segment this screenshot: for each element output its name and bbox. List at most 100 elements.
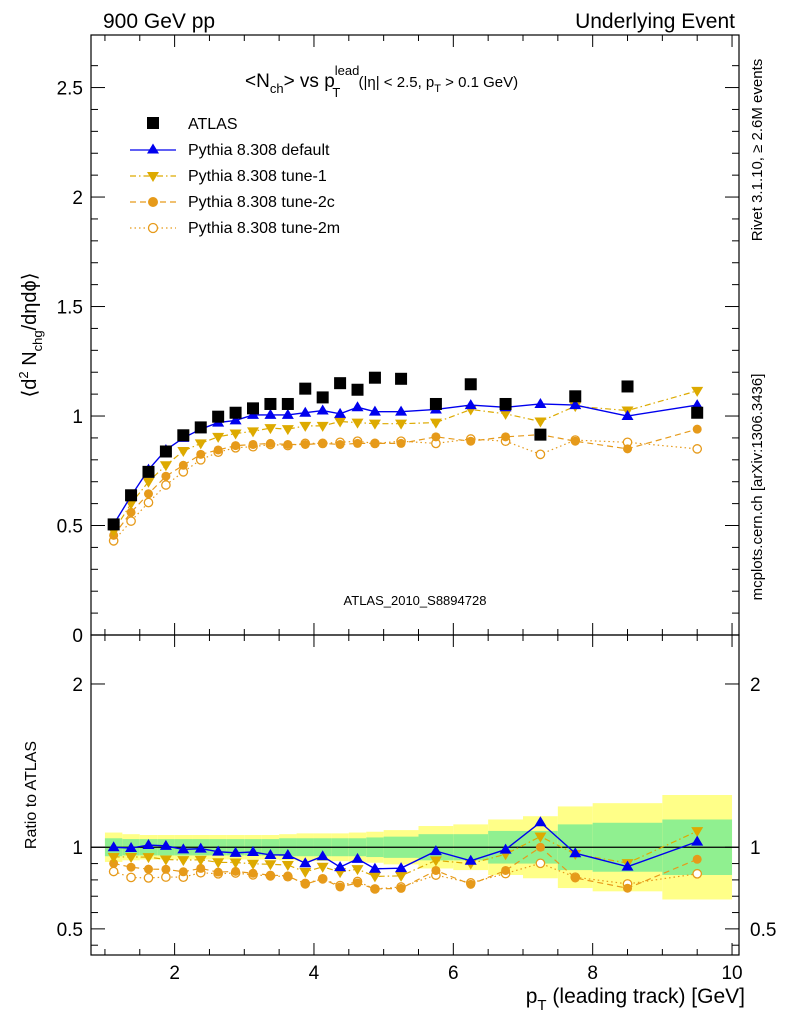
point-pythia-8-308-tune-2c [196,449,206,459]
ratio-point-pythia-8-308-tune-2c [501,865,511,875]
point-pythia-8-308-tune-2m [161,480,171,490]
ratio-point-pythia-8-308-default [177,843,190,854]
point-pythia-8-308-tune-2c [126,507,136,517]
point-pythia-8-308-tune-1 [229,429,242,440]
point-atlas [247,402,259,415]
point-pythia-8-308-tune-1 [499,409,512,420]
main-y-tick-label: 0.5 [57,517,83,538]
ratio-point-pythia-8-308-tune-1 [177,856,190,867]
point-pythia-8-308-tune-2c [231,441,241,451]
point-atlas [212,410,225,423]
x-tick-label: 6 [448,963,459,984]
ratio-y-tick-label: 2 [72,675,83,696]
tick-labels: 2 4 6 8 10 0 0.5 1 1.5 2 2.5 0.5 0.5 1 1 2 2 [57,79,777,984]
point-pythia-8-308-tune-2c [335,439,345,449]
ratio-point-pythia-8-308-default [534,816,547,827]
point-pythia-8-308-tune-2c [300,439,310,449]
ratio-point-pythia-8-308-tune-1 [429,856,442,867]
ratio-point-pythia-8-308-tune-2c [161,864,171,874]
legend-marker-atlas [147,117,159,129]
legend-label-default: Pythia 8.308 default [188,142,330,159]
ratio-point-pythia-8-308-tune-1 [281,861,294,872]
ratio-point-pythia-8-308-default [142,839,155,850]
point-pythia-8-308-tune-2m [535,449,546,460]
ratio-y-axis-label: Ratio to ATLAS [23,741,40,849]
point-pythia-8-308-default [334,407,347,418]
ratio-point-pythia-8-308-default [194,842,207,853]
point-pythia-8-308-tune-1 [212,432,225,443]
ratio-point-pythia-8-308-tune-2c [109,858,119,868]
legend-label-tune-2m: Pythia 8.308 tune-2m [188,220,340,237]
point-atlas [499,397,512,410]
point-atlas [281,397,294,410]
point-pythia-8-308-default [229,414,242,425]
ratio-point-pythia-8-308-default [247,845,259,856]
point-pythia-8-308-tune-1 [142,477,155,488]
ratio-point-pythia-8-308-default [368,862,381,873]
main-y-tick-label: 2.5 [57,79,83,100]
point-pythia-8-308-tune-2c [213,445,223,455]
ratio-panel-frame [90,634,740,956]
x-tick-label: 8 [587,963,598,984]
legend-label-tune-1: Pythia 8.308 tune-1 [188,168,327,185]
point-pythia-8-308-tune-2c [370,438,380,448]
main-y-tick-label: 0 [72,626,83,647]
point-pythia-8-308-tune-2c [501,432,511,442]
point-pythia-8-308-tune-1 [247,427,259,438]
series-line-pythia-8-308-tune-2c [113,428,698,536]
ratio-point-pythia-8-308-default [229,846,242,857]
ratio-point-pythia-8-308-tune-2c [431,865,441,875]
point-atlas [429,397,442,410]
x-tick-label: 4 [309,963,320,984]
point-pythia-8-308-tune-2m [143,497,154,508]
ratio-point-pythia-8-308-tune-2m [535,858,546,869]
legend-label-atlas: ATLAS [188,116,238,133]
point-pythia-8-308-tune-2c [178,460,188,470]
point-pythia-8-308-tune-2c [466,436,476,446]
ratio-point-pythia-8-308-tune-2c [396,883,406,893]
ratio-point-pythia-8-308-tune-2c [692,854,702,864]
ratio-point-pythia-8-308-tune-2m [108,866,119,877]
main-y-tick-label: 2 [72,188,83,209]
ratio-point-pythia-8-308-default [395,862,408,873]
point-atlas [125,489,138,502]
x-tick-label: 10 [721,963,742,984]
ratio-point-pythia-8-308-tune-2c [196,863,206,873]
header-left: 900 GeV pp [103,10,215,33]
point-pythia-8-308-tune-2c [143,489,153,499]
ratio-point-pythia-8-308-default [569,847,582,858]
ratio-point-pythia-8-308-tune-1 [316,862,329,873]
point-pythia-8-308-tune-1 [316,421,329,432]
point-pythia-8-308-tune-1 [299,421,312,432]
mcplots-credit-label: mcplots.cern.ch [arXiv:1306.3436] [749,374,766,601]
point-pythia-8-308-tune-1 [177,447,190,458]
ratio-line-pythia-8-308-tune-1 [113,830,698,878]
point-atlas [368,371,381,384]
point-pythia-8-308-tune-2c [570,436,580,446]
point-pythia-8-308-tune-2c [161,471,171,481]
point-pythia-8-308-tune-2c [692,424,702,434]
ratio-y-tick-label-right: 1 [750,838,761,859]
point-pythia-8-308-tune-1 [429,418,442,429]
point-pythia-8-308-default [264,408,277,419]
point-pythia-8-308-default [316,404,329,415]
point-atlas [621,380,634,393]
point-pythia-8-308-tune-2c [431,432,441,442]
point-pythia-8-308-tune-1 [351,418,364,429]
point-pythia-8-308-default [569,399,582,410]
point-pythia-8-308-tune-1 [334,417,347,428]
legend-marker-tune-1 [147,172,159,182]
ratio-point-pythia-8-308-default [351,852,364,863]
point-atlas [334,377,347,390]
y-axis-label: ⟨d2 Nchg/dηdϕ⟩ [16,272,45,397]
ratio-point-pythia-8-308-tune-2m [126,872,136,883]
point-pythia-8-308-default [351,401,364,412]
ratio-point-pythia-8-308-tune-1 [534,832,547,843]
point-atlas [159,445,172,458]
ratio-point-pythia-8-308-tune-1 [247,859,259,870]
point-pythia-8-308-tune-2c [353,438,363,448]
ratio-point-pythia-8-308-tune-2c [265,870,275,880]
ratio-point-pythia-8-308-tune-1 [194,855,207,866]
ratio-y-tick-label-right: 2 [750,675,761,696]
